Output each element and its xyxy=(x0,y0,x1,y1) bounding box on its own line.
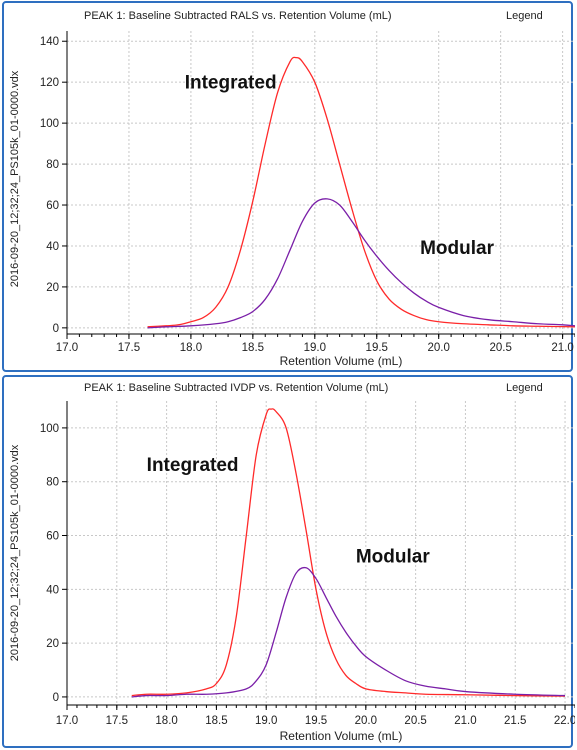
x-tick-label: 19.0 xyxy=(255,715,277,727)
y-tick-label: 80 xyxy=(46,477,59,489)
y-tick-label: 120 xyxy=(40,77,59,89)
chart-panel-rals: PEAK 1: Baseline Subtracted RALS vs. Ret… xyxy=(2,1,575,372)
y-tick-label: 0 xyxy=(53,323,59,335)
ivdp-chart: PEAK 1: Baseline Subtracted IVDP vs. Ret… xyxy=(9,382,575,743)
y-tick-label: 40 xyxy=(46,584,59,596)
modular-series-line xyxy=(131,566,566,698)
chart-title: PEAK 1: Baseline Subtracted RALS vs. Ret… xyxy=(84,10,392,22)
x-tick-label: 20.5 xyxy=(489,342,511,354)
annotation-modular: Modular xyxy=(356,546,430,567)
x-tick-label: 17.0 xyxy=(56,342,78,354)
x-tick-label: 20.0 xyxy=(355,715,377,727)
x-tick-label: 22.0 xyxy=(554,715,575,727)
x-tick-label: 20.0 xyxy=(428,342,450,354)
x-tick-label: 17.0 xyxy=(56,715,78,727)
chart-title: PEAK 1: Baseline Subtracted IVDP vs. Ret… xyxy=(84,382,388,394)
x-tick-label: 18.0 xyxy=(155,715,177,727)
integrated-series-line xyxy=(131,408,566,697)
chart-panel-ivdp: PEAK 1: Baseline Subtracted IVDP vs. Ret… xyxy=(2,375,575,748)
annotation-modular: Modular xyxy=(420,238,494,259)
y-tick-label: 80 xyxy=(46,159,59,171)
x-tick-label: 18.5 xyxy=(242,342,264,354)
x-axis-label: Retention Volume (mL) xyxy=(280,729,403,743)
y-tick-label: 60 xyxy=(46,531,59,543)
y-tick-label: 20 xyxy=(46,638,59,650)
x-tick-label: 18.5 xyxy=(205,715,227,727)
y-tick-label: 20 xyxy=(46,282,59,294)
x-tick-label: 18.0 xyxy=(180,342,202,354)
x-tick-label: 19.5 xyxy=(366,342,388,354)
x-tick-label: 21.0 xyxy=(454,715,476,727)
x-tick-label: 20.5 xyxy=(404,715,426,727)
x-axis-label: Retention Volume (mL) xyxy=(280,354,403,368)
x-tick-label: 19.0 xyxy=(304,342,326,354)
x-tick-label: 21.0 xyxy=(551,342,573,354)
y-tick-label: 100 xyxy=(40,118,59,130)
legend-button[interactable]: Legend xyxy=(506,10,543,22)
x-tick-label: 17.5 xyxy=(106,715,128,727)
y-tick-label: 0 xyxy=(53,692,59,704)
x-tick-label: 19.5 xyxy=(305,715,327,727)
integrated-series-line xyxy=(147,56,575,328)
y-tick-label: 100 xyxy=(40,423,59,435)
legend-button[interactable]: Legend xyxy=(506,382,543,394)
x-tick-label: 17.5 xyxy=(118,342,140,354)
annotation-integrated: Integrated xyxy=(147,455,239,476)
y-axis-label: 2016-09-20_12;32;24_PS105k_01-0000.vdx xyxy=(9,444,21,661)
annotation-integrated: Integrated xyxy=(185,72,277,93)
y-axis-label: 2016-09-20_12;32;24_PS105k_01-0000.vdx xyxy=(9,70,21,287)
x-tick-label: 21.5 xyxy=(504,715,526,727)
modular-series-line xyxy=(147,198,575,329)
rals-chart: PEAK 1: Baseline Subtracted RALS vs. Ret… xyxy=(9,10,575,368)
y-tick-label: 140 xyxy=(40,36,59,48)
y-tick-label: 40 xyxy=(46,241,59,253)
y-tick-label: 60 xyxy=(46,200,59,212)
